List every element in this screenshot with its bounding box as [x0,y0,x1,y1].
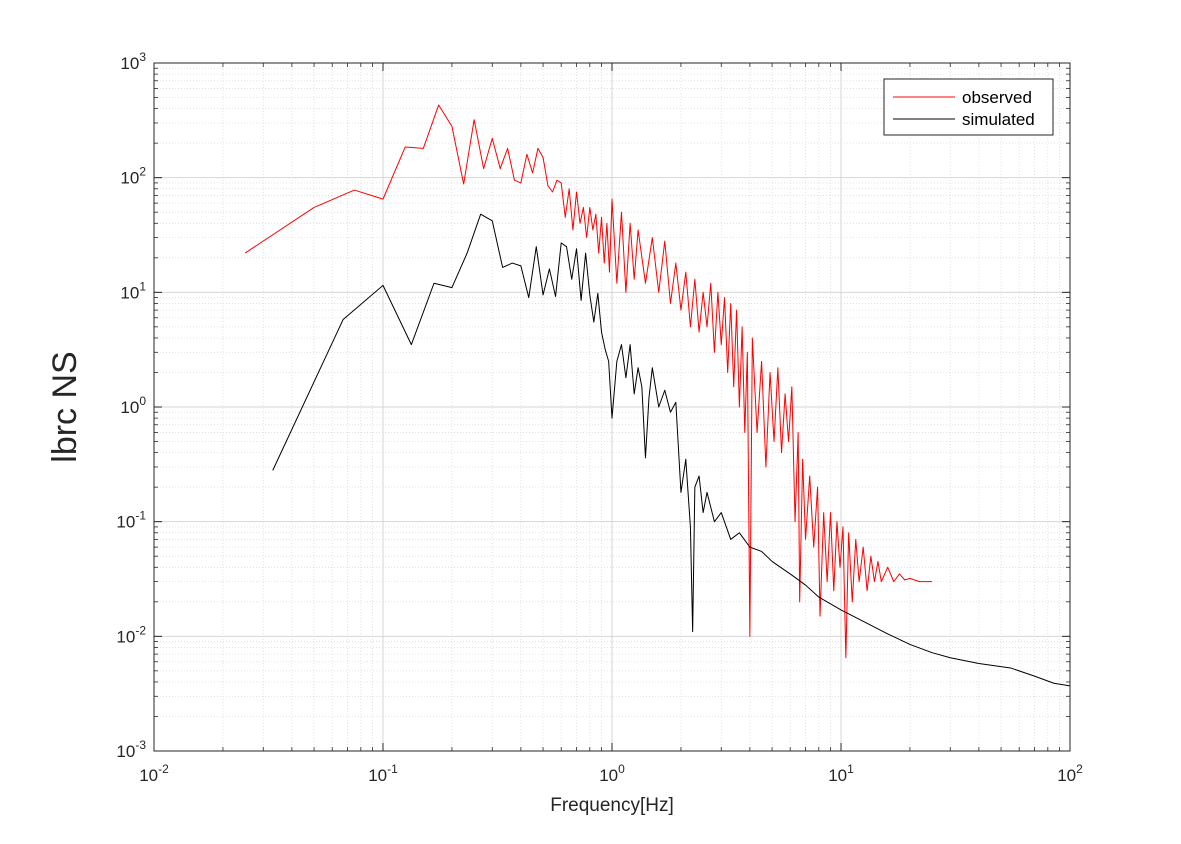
x-tick-label: 10-2 [139,762,169,785]
x-axis-label: Frequency[Hz] [550,795,674,816]
legend-box [883,78,1054,136]
y-tick-label: 10-2 [116,623,146,646]
series-line-observed [244,104,933,659]
x-tick-label: 101 [828,762,854,785]
series-line-simulated [272,213,1071,687]
y-tick-label: 10-3 [116,738,146,761]
legend-label-simulated: simulated [962,110,1035,129]
axis-ticks [153,62,1071,752]
y-tick-label: 103 [120,50,146,73]
y-tick-label: 102 [120,165,146,188]
legend-label-observed: observed [962,88,1032,107]
y-tick-label: 101 [120,279,146,302]
legend: observed simulated [883,78,1054,136]
y-axis-label: lbrc NS [46,351,84,462]
y-tick-label: 100 [120,394,146,417]
y-tick-label: 10-1 [116,509,146,532]
x-tick-label: 100 [599,762,625,785]
y-tick-labels: 10-3 10-2 10-1 100 101 102 103 [116,50,146,761]
x-tick-label: 102 [1057,762,1083,785]
x-tick-labels: 10-2 10-1 100 101 102 [139,762,1083,785]
x-tick-label: 10-1 [368,762,398,785]
series-layer [244,104,1071,687]
